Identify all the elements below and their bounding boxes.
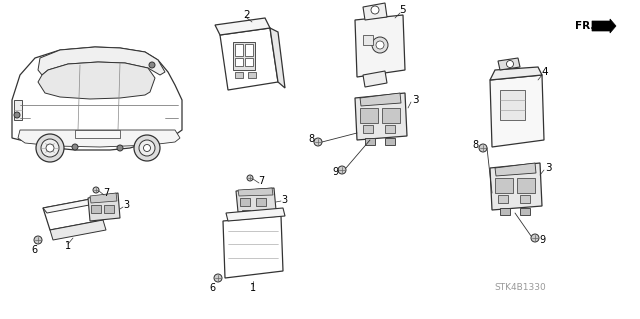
Circle shape <box>46 144 54 152</box>
Circle shape <box>139 140 155 156</box>
Polygon shape <box>238 188 273 196</box>
Bar <box>498 195 508 203</box>
Bar <box>242 210 250 216</box>
Text: 9: 9 <box>539 235 545 245</box>
Bar <box>240 198 250 206</box>
Bar <box>235 44 243 56</box>
Text: 3: 3 <box>281 195 287 205</box>
Circle shape <box>93 187 99 193</box>
Circle shape <box>371 6 379 14</box>
Polygon shape <box>490 163 542 210</box>
Text: STK4B1330: STK4B1330 <box>494 284 546 293</box>
Text: 7: 7 <box>103 188 109 198</box>
Circle shape <box>479 144 487 152</box>
Bar <box>360 108 378 123</box>
Circle shape <box>36 134 64 162</box>
Text: 1: 1 <box>65 241 71 251</box>
Bar <box>500 90 525 120</box>
Polygon shape <box>360 93 401 106</box>
Bar <box>385 138 395 145</box>
Circle shape <box>372 37 388 53</box>
Polygon shape <box>490 75 544 147</box>
Polygon shape <box>18 130 180 147</box>
Polygon shape <box>592 19 616 33</box>
Polygon shape <box>88 193 120 221</box>
Circle shape <box>506 61 513 68</box>
Polygon shape <box>226 208 285 221</box>
Polygon shape <box>50 220 106 240</box>
Bar <box>245 44 253 56</box>
Bar <box>500 208 510 215</box>
Text: 7: 7 <box>258 176 264 186</box>
Circle shape <box>41 139 59 157</box>
Circle shape <box>143 145 150 152</box>
Circle shape <box>338 166 346 174</box>
Text: FR.: FR. <box>575 21 595 31</box>
Bar <box>75 130 120 138</box>
Bar <box>14 100 22 120</box>
Polygon shape <box>495 163 536 176</box>
Circle shape <box>214 274 222 282</box>
Text: 8: 8 <box>472 140 478 150</box>
Text: 1: 1 <box>250 283 256 293</box>
Bar <box>363 125 373 133</box>
Circle shape <box>14 112 20 118</box>
Polygon shape <box>355 93 407 140</box>
Polygon shape <box>236 188 276 212</box>
Text: 4: 4 <box>541 67 548 77</box>
Circle shape <box>72 144 78 150</box>
Polygon shape <box>38 62 155 99</box>
Bar <box>258 210 266 216</box>
Bar <box>104 205 114 213</box>
Polygon shape <box>363 3 387 20</box>
Circle shape <box>134 135 160 161</box>
Polygon shape <box>43 198 100 213</box>
Text: 6: 6 <box>31 245 37 255</box>
Circle shape <box>247 175 253 181</box>
Polygon shape <box>490 67 542 80</box>
Bar <box>248 72 256 78</box>
Bar <box>520 208 530 215</box>
Bar <box>495 178 513 193</box>
Polygon shape <box>220 28 278 90</box>
Text: 2: 2 <box>244 10 250 20</box>
Text: 8: 8 <box>308 134 314 144</box>
Bar <box>233 42 255 70</box>
Bar <box>520 195 530 203</box>
Polygon shape <box>355 15 405 77</box>
Circle shape <box>531 234 539 242</box>
Polygon shape <box>270 28 285 88</box>
Text: 3: 3 <box>545 163 551 173</box>
Bar <box>235 72 243 78</box>
Polygon shape <box>223 216 283 278</box>
Text: 6: 6 <box>209 283 215 293</box>
Circle shape <box>314 138 322 146</box>
Circle shape <box>117 145 123 151</box>
Circle shape <box>376 41 384 49</box>
Polygon shape <box>215 18 270 35</box>
Polygon shape <box>90 193 117 203</box>
Bar <box>256 198 266 206</box>
Bar <box>365 138 375 145</box>
Text: 3: 3 <box>123 200 129 210</box>
Bar <box>382 108 400 123</box>
Text: 9: 9 <box>332 167 338 177</box>
Bar <box>517 178 535 193</box>
Polygon shape <box>12 47 182 150</box>
Polygon shape <box>498 58 520 70</box>
Bar <box>385 125 395 133</box>
Bar <box>245 58 253 66</box>
Circle shape <box>34 236 42 244</box>
Bar <box>91 205 101 213</box>
Polygon shape <box>43 198 103 230</box>
Bar <box>235 58 243 66</box>
Polygon shape <box>363 71 387 87</box>
Text: 5: 5 <box>400 5 406 15</box>
Polygon shape <box>38 47 165 75</box>
Text: 3: 3 <box>412 95 419 105</box>
Circle shape <box>149 62 155 68</box>
Bar <box>363 35 373 45</box>
